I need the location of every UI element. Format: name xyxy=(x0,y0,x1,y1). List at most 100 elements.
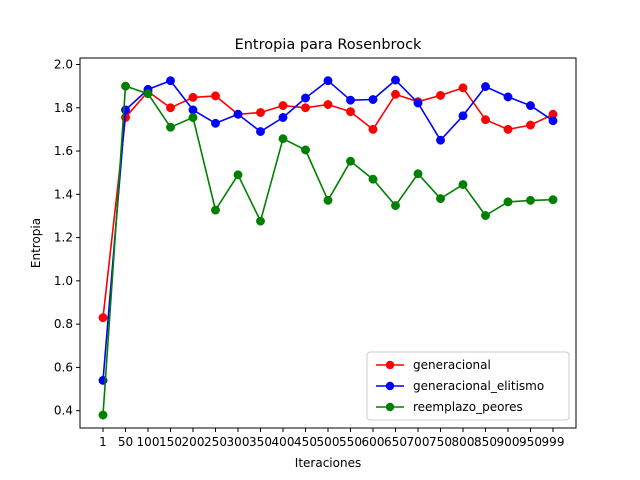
x-tick-label: 400 xyxy=(272,435,295,449)
data-point-generacional xyxy=(481,115,490,125)
data-point-generacional xyxy=(391,89,400,99)
data-point-reemplazo_peores xyxy=(301,145,310,155)
x-tick-label: 800 xyxy=(452,435,475,449)
data-point-generacional_elitismo xyxy=(481,82,490,92)
data-point-generacional_elitismo xyxy=(188,105,198,115)
data-point-generacional xyxy=(323,100,333,109)
data-point-reemplazo_peores xyxy=(481,211,490,220)
y-tick-label: 0.6 xyxy=(54,360,73,374)
x-tick-label: 650 xyxy=(384,435,407,449)
x-tick-label: 50 xyxy=(118,435,133,449)
data-point-generacional_elitismo xyxy=(436,135,445,145)
x-tick-label: 750 xyxy=(429,435,452,449)
legend: generacional generacional_elitismoreempla… xyxy=(366,351,570,421)
legend-box xyxy=(366,351,570,421)
data-point-reemplazo_peores xyxy=(98,410,108,420)
data-point-reemplazo_peores xyxy=(436,194,445,204)
data-point-generacional_elitismo xyxy=(368,95,378,104)
x-tick-label: 300 xyxy=(227,435,250,449)
data-point-generacional xyxy=(211,91,220,101)
data-point-reemplazo_peores xyxy=(143,89,153,99)
data-point-reemplazo_peores xyxy=(233,170,243,180)
data-point-reemplazo_peores xyxy=(323,195,333,205)
legend-marker-reemplazo_peores xyxy=(385,402,395,412)
x-tick-label: 550 xyxy=(339,435,362,449)
legend-label-reemplazo_peores: reemplazo_peores xyxy=(413,400,523,414)
x-tick-label: 100 xyxy=(137,435,160,449)
data-point-generacional xyxy=(458,83,468,93)
data-point-reemplazo_peores xyxy=(391,201,400,211)
data-point-reemplazo_peores xyxy=(526,195,535,205)
data-point-generacional_elitismo xyxy=(458,111,468,121)
y-tick-label: 2.0 xyxy=(54,57,73,71)
data-point-generacional xyxy=(166,103,175,113)
data-point-generacional xyxy=(526,120,535,130)
data-point-generacional_elitismo xyxy=(413,98,423,108)
legend-marker-generacional_elitismo xyxy=(385,381,395,391)
data-point-generacional xyxy=(278,101,288,111)
data-point-generacional xyxy=(301,103,310,113)
data-point-generacional_elitismo xyxy=(526,101,535,111)
y-tick-label: 1.6 xyxy=(54,144,73,158)
data-point-generacional_elitismo xyxy=(323,76,333,86)
x-tick-label: 450 xyxy=(294,435,317,449)
data-point-generacional xyxy=(98,313,108,323)
data-point-reemplazo_peores xyxy=(346,156,355,166)
data-point-reemplazo_peores xyxy=(166,122,175,132)
data-point-generacional xyxy=(368,124,378,134)
data-point-reemplazo_peores xyxy=(548,195,558,205)
y-tick-label: 0.4 xyxy=(54,404,73,418)
chart-title: Entropia para Rosenbrock xyxy=(235,37,422,53)
x-tick-label: 950 xyxy=(519,435,542,449)
data-point-generacional xyxy=(503,124,513,134)
data-point-generacional_elitismo xyxy=(211,118,220,128)
data-point-reemplazo_peores xyxy=(458,180,468,190)
y-tick-label: 1.4 xyxy=(54,187,73,201)
x-tick-label: 250 xyxy=(204,435,227,449)
x-axis-label: Iteraciones xyxy=(295,456,361,470)
legend-label-generacional_elitismo: generacional_elitismo xyxy=(413,379,544,393)
x-tick-label: 900 xyxy=(497,435,520,449)
data-point-generacional_elitismo xyxy=(301,93,310,103)
data-point-reemplazo_peores xyxy=(211,205,220,215)
y-tick-label: 1.8 xyxy=(54,101,73,115)
x-tick-label: 850 xyxy=(474,435,497,449)
data-point-generacional_elitismo xyxy=(256,127,265,137)
x-tick-label: 600 xyxy=(362,435,385,449)
legend-label-generacional: generacional xyxy=(413,358,491,372)
data-point-reemplazo_peores xyxy=(121,81,130,91)
data-point-reemplazo_peores xyxy=(278,134,288,144)
y-axis-label: Entropia xyxy=(29,218,43,268)
data-point-reemplazo_peores xyxy=(188,113,198,122)
y-tick-label: 0.8 xyxy=(54,317,73,331)
data-point-generacional_elitismo xyxy=(503,92,513,102)
x-tick-label: 999 xyxy=(542,435,565,449)
data-point-generacional xyxy=(346,107,355,117)
data-point-generacional_elitismo xyxy=(233,109,243,119)
data-point-generacional xyxy=(188,92,198,102)
x-tick-label: 200 xyxy=(182,435,205,449)
data-point-reemplazo_peores xyxy=(503,197,513,207)
x-tick-label: 700 xyxy=(407,435,430,449)
y-tick-label: 1.2 xyxy=(54,231,73,245)
data-point-generacional_elitismo xyxy=(391,75,400,85)
data-point-generacional_elitismo xyxy=(346,95,355,105)
data-point-reemplazo_peores xyxy=(413,169,423,179)
axes-frame xyxy=(79,57,577,429)
x-tick-label: 350 xyxy=(249,435,272,449)
data-point-reemplazo_peores xyxy=(368,174,378,184)
data-point-generacional xyxy=(436,90,445,100)
x-tick-label: 150 xyxy=(159,435,182,449)
plot-area: 1 50 100 150 200 250 300 350 400 450 500 550 600 650 7… xyxy=(54,57,565,449)
data-point-generacional_elitismo xyxy=(166,76,175,86)
legend-marker-generacional xyxy=(385,360,395,370)
data-point-generacional_elitismo xyxy=(121,105,130,115)
y-tick-label: 1.0 xyxy=(54,274,73,288)
data-point-generacional_elitismo xyxy=(548,116,558,126)
x-tick-label: 1 xyxy=(99,435,107,449)
data-point-generacional_elitismo xyxy=(278,113,288,122)
data-point-generacional xyxy=(256,108,265,117)
data-point-reemplazo_peores xyxy=(256,216,265,226)
x-tick-label: 500 xyxy=(317,435,340,449)
